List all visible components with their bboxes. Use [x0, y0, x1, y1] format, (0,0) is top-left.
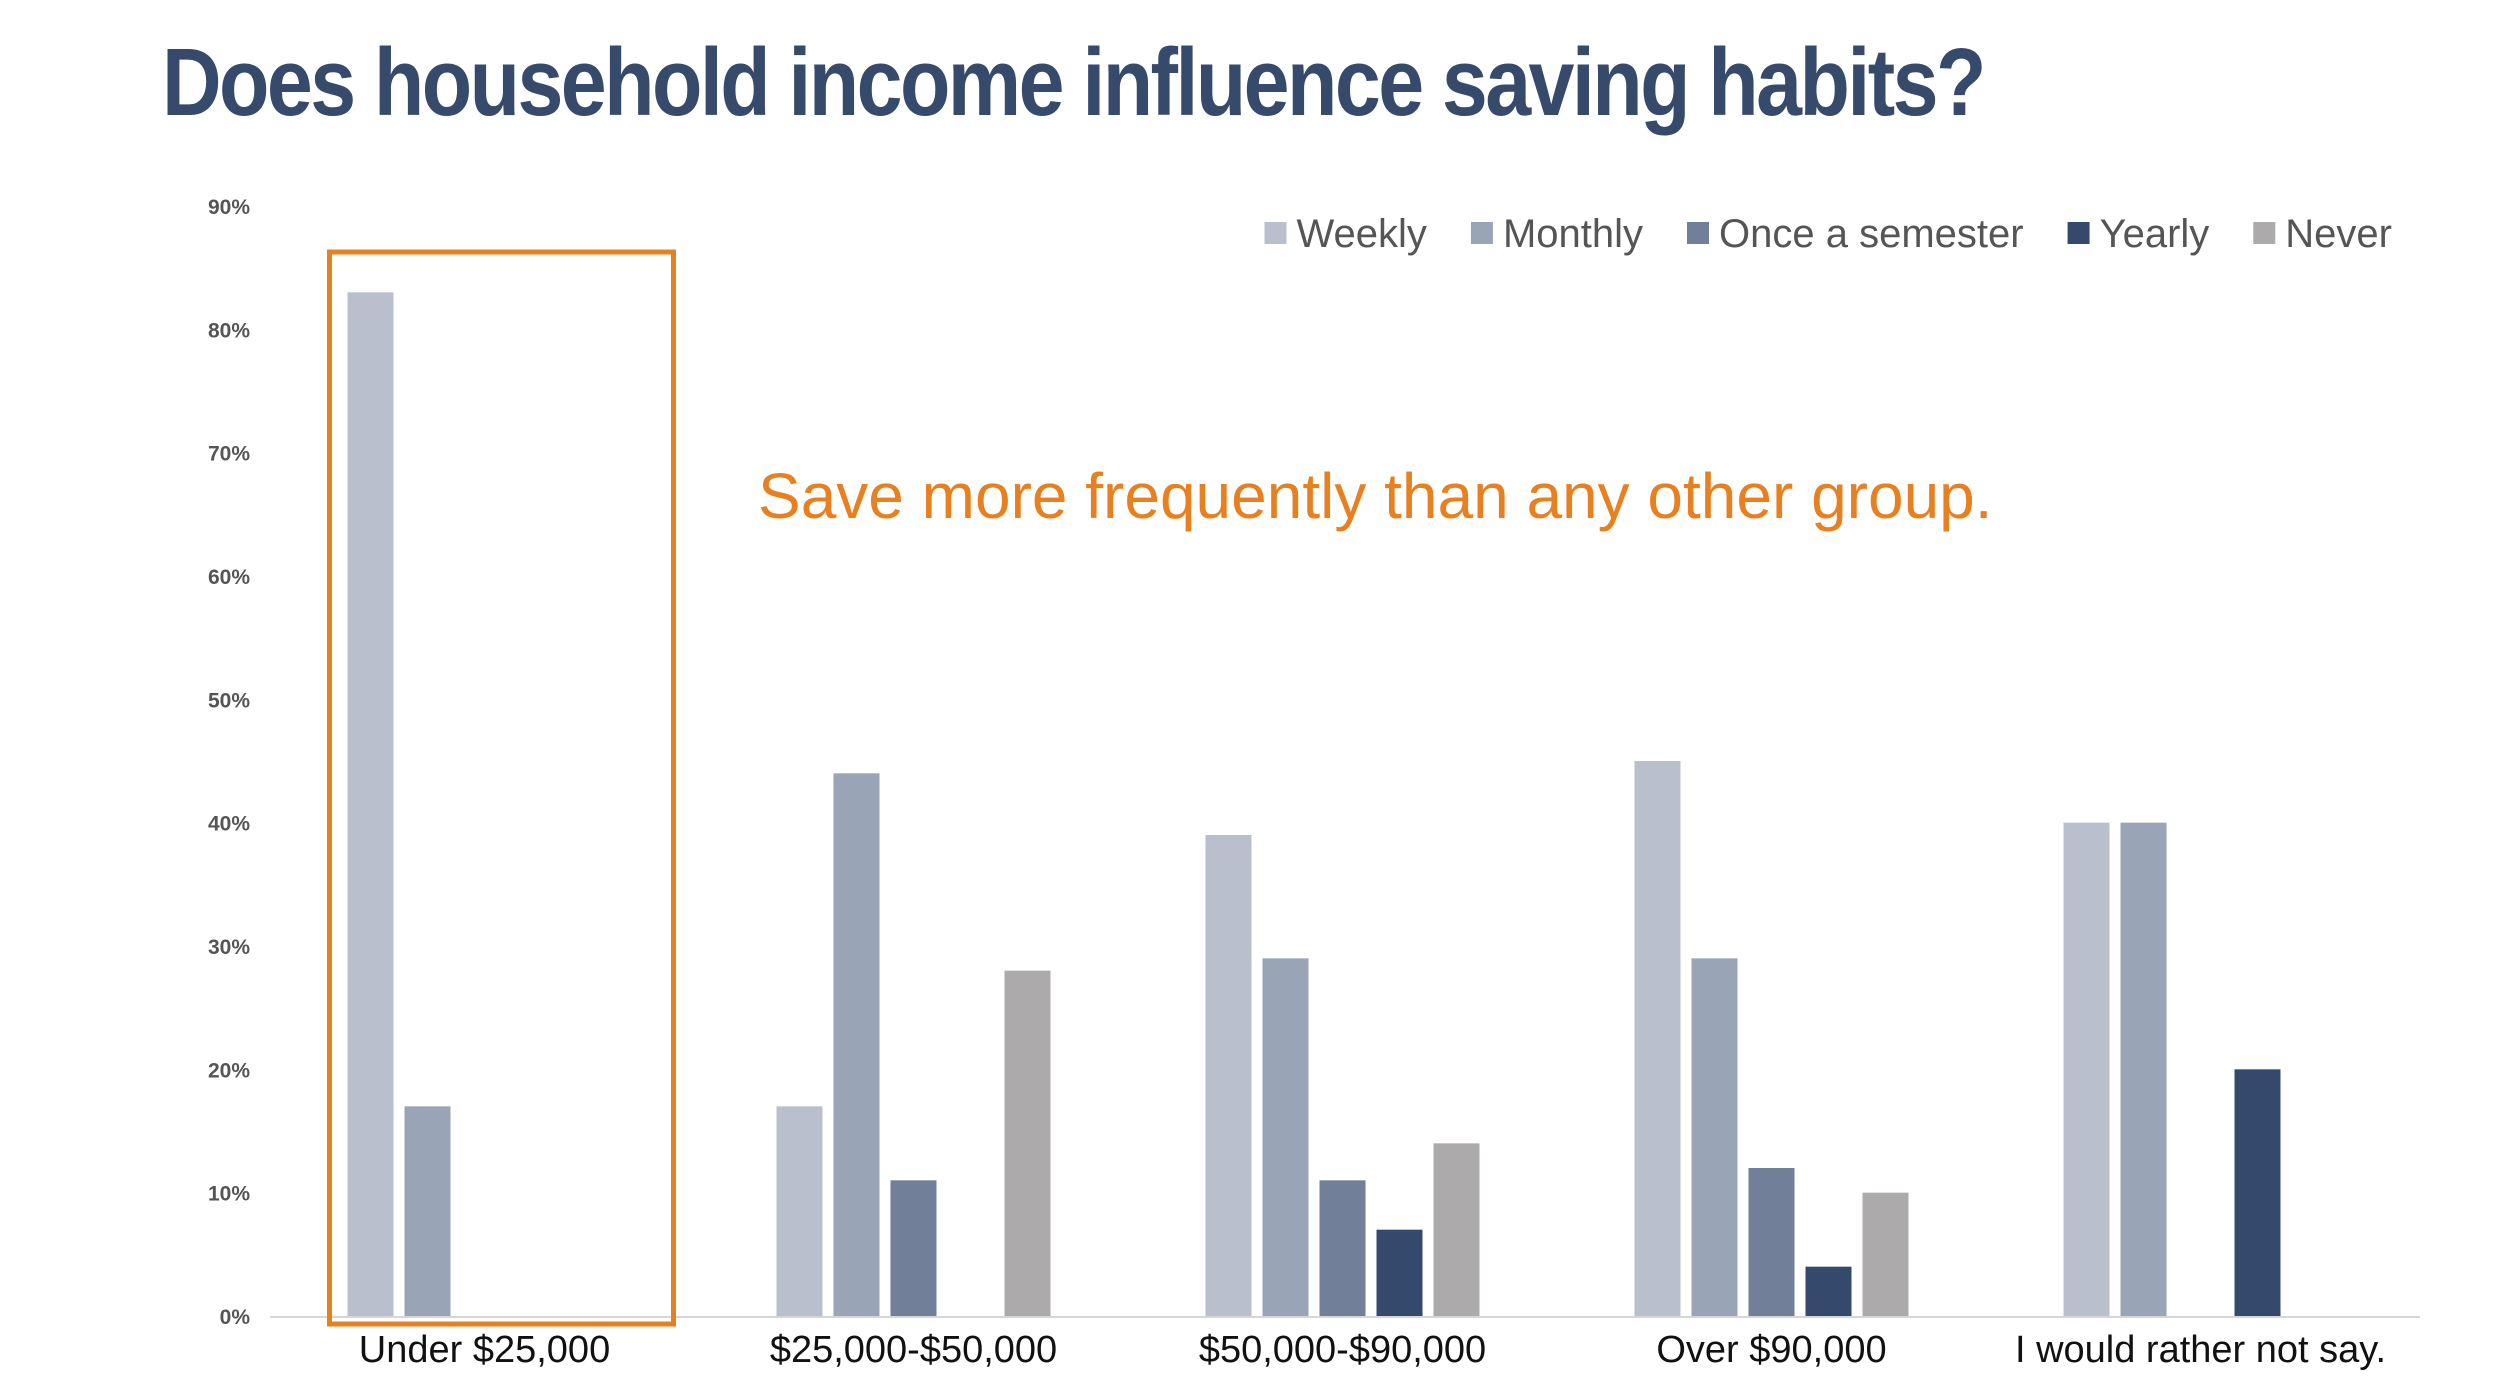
y-tick-label: 10% — [208, 1183, 250, 1206]
legend-item: Monthly — [1470, 212, 1643, 256]
legend-label: Never — [2285, 212, 2392, 256]
y-tick-label: 40% — [208, 813, 250, 836]
bar — [1262, 958, 1309, 1316]
bar — [347, 292, 394, 1316]
y-tick-label: 0% — [220, 1306, 251, 1329]
x-tick-label: $25,000-$50,000 — [770, 1329, 1057, 1371]
bar — [1004, 970, 1051, 1316]
annotation-text: Save more frequently than any other grou… — [758, 460, 1993, 532]
x-tick-label: Over $90,000 — [1656, 1329, 1886, 1371]
y-tick-label: 50% — [208, 689, 250, 712]
bar — [1376, 1229, 1423, 1316]
y-tick-label: 60% — [208, 566, 250, 589]
bar — [1205, 835, 1252, 1316]
bar — [1691, 958, 1738, 1316]
bar — [1433, 1143, 1480, 1316]
x-axis: Under $25,000 $25,000-$50,000 $50,000-$90,… — [359, 1329, 2386, 1371]
x-tick-label: Under $25,000 — [359, 1329, 610, 1371]
legend-swatch — [1687, 222, 1709, 244]
bars — [347, 292, 2281, 1316]
legend-item: Once a semester — [1687, 212, 2024, 256]
legend-swatch — [2067, 222, 2090, 244]
y-tick-label: 30% — [208, 936, 250, 959]
legend-item: Never — [2253, 212, 2392, 256]
bar — [2120, 822, 2167, 1316]
page-title: Does household income influence saving h… — [162, 29, 1986, 136]
legend-item: Weekly — [1264, 212, 1427, 256]
bar — [1319, 1180, 1366, 1316]
bar — [2063, 822, 2110, 1316]
bar — [1862, 1192, 1909, 1316]
x-tick-label: I would rather not say. — [2015, 1329, 2386, 1371]
legend-swatch — [2253, 222, 2276, 244]
legend-swatch — [1470, 222, 1493, 244]
bar — [776, 1106, 823, 1316]
bar — [2234, 1069, 2281, 1316]
bar — [1634, 761, 1681, 1316]
x-tick-label: $50,000-$90,000 — [1199, 1329, 1486, 1371]
y-tick-label: 20% — [208, 1059, 250, 1082]
legend-label: Weekly — [1297, 212, 1427, 256]
legend-swatch — [1264, 222, 1287, 244]
bar — [833, 773, 880, 1316]
legend-item: Yearly — [2067, 212, 2210, 256]
y-tick-label: 80% — [208, 319, 250, 342]
bar — [1748, 1168, 1795, 1316]
legend-label: Yearly — [2100, 212, 2210, 256]
legend: Weekly Monthly Once a semester Yearly Never — [1264, 212, 2392, 256]
bar — [1805, 1266, 1852, 1316]
bar — [404, 1106, 451, 1316]
highlight-box — [327, 249, 676, 1327]
y-tick-label: 70% — [208, 443, 250, 466]
y-axis: 0% 10% 20% 30% 40% 50% 60% 70% 80% 90% — [208, 196, 250, 1329]
legend-label: Monthly — [1503, 212, 1643, 256]
bar — [890, 1180, 937, 1316]
y-tick-label: 90% — [208, 196, 250, 219]
legend-label: Once a semester — [1719, 212, 2024, 256]
